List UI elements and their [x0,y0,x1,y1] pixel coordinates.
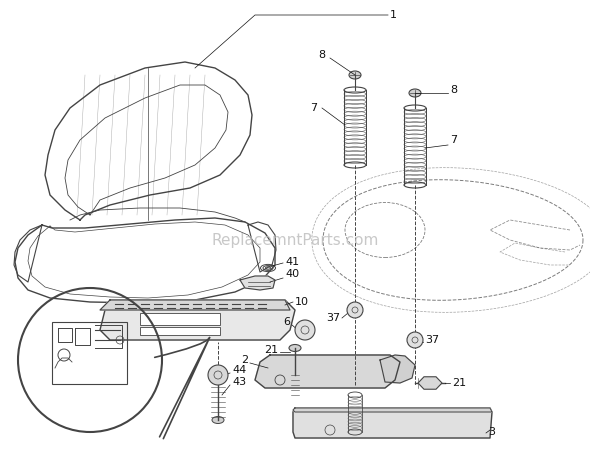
Ellipse shape [212,417,224,424]
Text: 8: 8 [450,85,457,95]
Text: 37: 37 [326,313,340,323]
Text: 3: 3 [488,427,495,437]
Circle shape [407,332,423,348]
Circle shape [208,365,228,385]
Text: ReplacemntParts.com: ReplacemntParts.com [211,233,379,247]
Text: 1: 1 [390,10,397,20]
Bar [52,322,127,384]
Polygon shape [418,377,442,389]
Circle shape [295,320,315,340]
Ellipse shape [409,89,421,97]
Ellipse shape [289,344,301,351]
Bar [140,313,220,325]
Text: 7: 7 [310,103,317,113]
Polygon shape [100,300,295,340]
Text: 44: 44 [232,365,246,375]
Polygon shape [293,408,492,438]
Text: 10: 10 [295,297,309,307]
Text: 37: 37 [425,335,439,345]
Text: 21: 21 [264,345,278,355]
Polygon shape [255,355,400,388]
Polygon shape [240,276,275,290]
Circle shape [347,302,363,318]
Bar [140,327,220,335]
Text: 6: 6 [283,317,290,327]
Text: 40: 40 [285,269,299,279]
Text: 41: 41 [285,257,299,267]
Polygon shape [100,300,290,310]
Text: 2: 2 [241,355,248,365]
Ellipse shape [349,71,361,79]
Polygon shape [380,355,415,383]
Polygon shape [293,408,492,412]
Text: 7: 7 [450,135,457,145]
Text: 8: 8 [318,50,325,60]
Text: 21: 21 [452,378,466,388]
Text: 43: 43 [232,377,246,387]
